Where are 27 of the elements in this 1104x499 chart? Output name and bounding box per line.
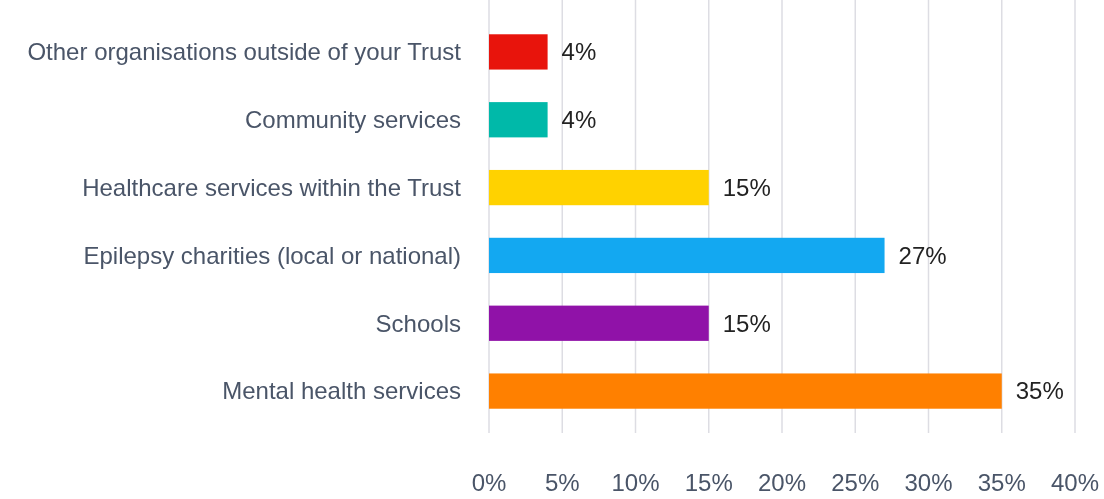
x-tick-label: 35% [977,469,1026,496]
bar [489,373,1002,409]
x-tick-label: 25% [831,469,880,496]
data-label: 15% [722,173,771,201]
x-tick-label: 20% [757,469,807,496]
bar [489,237,885,274]
data-label: 27% [898,241,947,269]
bar [489,102,548,138]
y-tick-label: Community services [244,106,461,134]
y-tick-label: Healthcare services within the Trust [82,173,462,201]
y-tick-label: Epilepsy charities (local or national) [83,241,461,269]
y-tick-label: Mental health services [222,377,461,405]
data-label: 15% [722,309,771,337]
x-tick-label: 30% [904,469,953,496]
y-tick-label: Schools [375,309,461,337]
x-tick-label: 0% [471,469,507,496]
data-label: 4% [561,106,597,134]
bar [489,34,548,70]
y-tick-label: Other organisations outside of your Trust [27,38,462,66]
x-tick-label: 5% [544,469,580,496]
bar [489,169,709,206]
x-tick-label: 40% [1050,469,1100,496]
data-label: 35% [1015,377,1064,405]
bar [489,305,709,341]
x-tick-label: 15% [684,469,733,496]
data-label: 4% [561,38,597,66]
x-tick-label: 10% [611,469,660,496]
